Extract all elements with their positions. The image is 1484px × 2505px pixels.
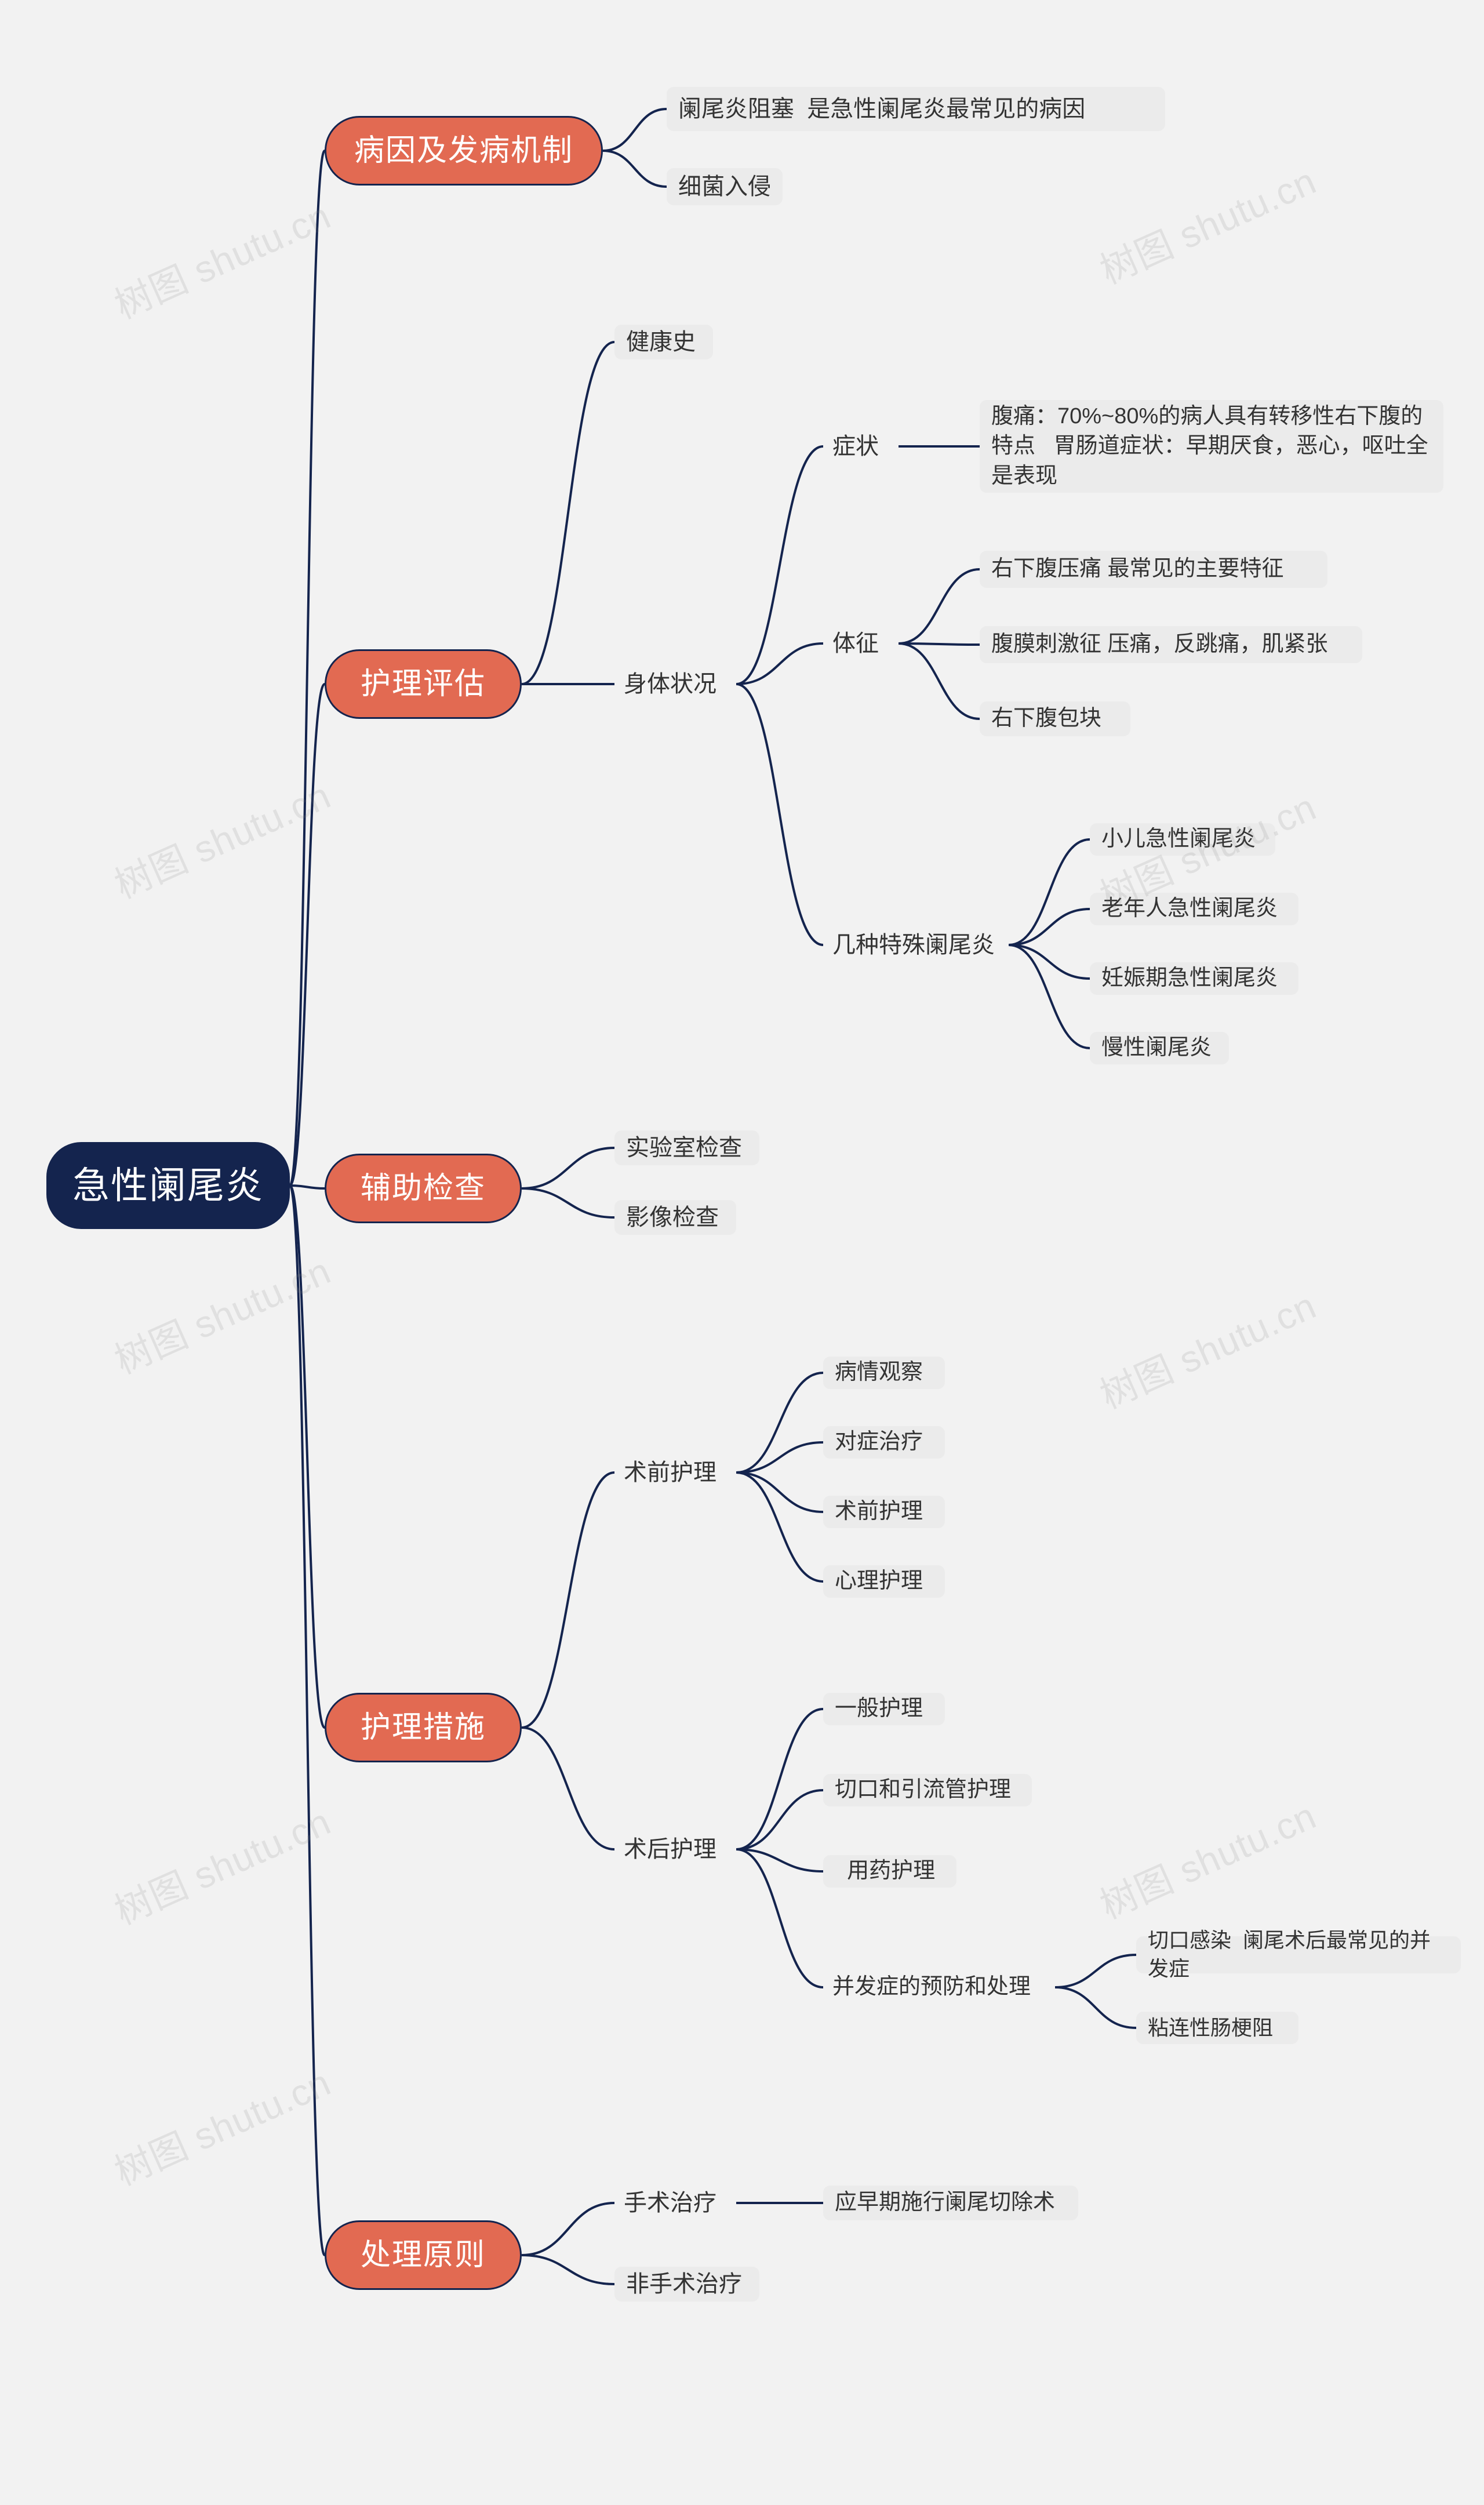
edge-b4b-b4b1 <box>736 1709 823 1849</box>
node-b1: 病因及发病机制 <box>325 116 603 186</box>
watermark: 树图 shutu.cn <box>105 2053 338 2196</box>
node-b2b3d: 慢性阑尾炎 <box>1090 1032 1229 1064</box>
node-b4a4: 心理护理 <box>823 1565 945 1598</box>
node-b4b2: 切口和引流管护理 <box>823 1774 1032 1806</box>
node-b1a: 阑尾炎阻塞 是急性阑尾炎最常见的病因 <box>667 87 1165 131</box>
edge-b1-b1a <box>603 109 667 151</box>
node-b2: 护理评估 <box>325 649 522 719</box>
node-b2b1a: 腹痛：70%~80%的病人具有转移性右下腹的特点 胃肠道症状：早期厌食，恶心，呕… <box>980 400 1443 493</box>
node-b2b3b: 老年人急性阑尾炎 <box>1090 893 1298 925</box>
node-b4b4a: 切口感染 阑尾术后最常见的并发症 <box>1136 1936 1461 1973</box>
node-b2a: 健康史 <box>614 325 713 359</box>
watermark: 树图 shutu.cn <box>1090 1277 1323 1419</box>
edge-b5-b5b <box>522 2255 614 2284</box>
node-root: 急性阑尾炎 <box>46 1142 290 1229</box>
node-b2b3a: 小儿急性阑尾炎 <box>1090 823 1275 856</box>
edge-b2b2-b2b2c <box>899 643 980 719</box>
node-b2b2a: 右下腹压痛 最常见的主要特征 <box>980 551 1327 588</box>
node-b2b3: 几种特殊阑尾炎 <box>823 928 1009 962</box>
watermark: 树图 shutu.cn <box>105 187 338 329</box>
edge-b2b-b2b1 <box>736 446 823 684</box>
edge-b4b4-b4b4a <box>1055 1955 1136 1987</box>
edge-b5-b5a <box>522 2203 614 2255</box>
edge-b3-b3a <box>522 1148 614 1188</box>
node-b2b2b: 腹膜刺激征 压痛，反跳痛，肌紧张 <box>980 626 1362 663</box>
watermark: 树图 shutu.cn <box>1090 152 1323 295</box>
node-b4b1: 一般护理 <box>823 1693 945 1725</box>
node-b3b: 影像检查 <box>614 1200 736 1235</box>
edge-root-b2 <box>290 684 325 1186</box>
node-b4a2: 对症治疗 <box>823 1426 945 1459</box>
watermark: 树图 shutu.cn <box>1090 1787 1323 1929</box>
edge-b2b-b2b3 <box>736 684 823 945</box>
node-b2b: 身体状况 <box>614 667 736 701</box>
node-b2b3c: 妊娠期急性阑尾炎 <box>1090 962 1298 995</box>
edge-b2b2-b2b2a <box>899 569 980 643</box>
edge-b4a-b4a4 <box>736 1473 823 1581</box>
node-b4b: 术后护理 <box>614 1832 736 1867</box>
mindmap-canvas: 急性阑尾炎 病因及发病机制 阑尾炎阻塞 是急性阑尾炎最常见的病因细菌入侵护理评估 健康… <box>0 0 1484 2505</box>
node-b3: 辅助检查 <box>325 1154 522 1223</box>
node-b1b: 细菌入侵 <box>667 168 783 205</box>
edge-b4-b4a <box>522 1473 614 1728</box>
node-b4b3: 用药护理 <box>823 1855 956 1888</box>
node-b2b2c: 右下腹包块 <box>980 701 1130 736</box>
watermark: 树图 shutu.cn <box>105 1242 338 1384</box>
node-b2b1: 症状 <box>823 429 899 464</box>
node-b5b: 非手术治疗 <box>614 2267 759 2302</box>
node-b4a: 术前护理 <box>614 1455 736 1490</box>
edge-b2b3-b2b3c <box>1009 945 1090 979</box>
edge-b4a-b4a2 <box>736 1442 823 1473</box>
edge-root-b4 <box>290 1186 325 1728</box>
edge-b1-b1b <box>603 151 667 187</box>
edge-b4b-b4b2 <box>736 1790 823 1849</box>
node-b3a: 实验室检查 <box>614 1130 759 1165</box>
edge-root-b3 <box>290 1186 325 1188</box>
edge-root-b5 <box>290 1186 325 2255</box>
edge-b4b4-b4b4b <box>1055 1987 1136 2028</box>
watermark: 树图 shutu.cn <box>105 766 338 909</box>
edge-b2b3-b2b3a <box>1009 839 1090 945</box>
node-b5a1: 应早期施行阑尾切除术 <box>823 2186 1078 2220</box>
edge-b2-b2a <box>522 342 614 684</box>
edge-root-b1 <box>290 151 325 1186</box>
edge-b4b-b4b3 <box>736 1849 823 1871</box>
edge-b2b2-b2b2b <box>899 643 980 645</box>
node-b4a1: 病情观察 <box>823 1357 945 1389</box>
edge-b4-b4b <box>522 1728 614 1849</box>
node-b4a3: 术前护理 <box>823 1496 945 1528</box>
node-b4b4: 并发症的预防和处理 <box>823 1971 1055 2004</box>
node-b4b4b: 粘连性肠梗阻 <box>1136 2012 1298 2044</box>
edge-b2b3-b2b3b <box>1009 909 1090 945</box>
edge-b2b-b2b2 <box>736 643 823 684</box>
edge-b4a-b4a1 <box>736 1373 823 1473</box>
node-b4: 护理措施 <box>325 1693 522 1762</box>
node-b5a: 手术治疗 <box>614 2186 736 2220</box>
node-b5: 处理原则 <box>325 2220 522 2290</box>
node-b2b2: 体征 <box>823 626 899 661</box>
edge-b2b3-b2b3d <box>1009 945 1090 1048</box>
edge-b4b-b4b4 <box>736 1849 823 1987</box>
edge-b4a-b4a3 <box>736 1473 823 1512</box>
edge-b3-b3b <box>522 1188 614 1217</box>
edge-layer <box>0 0 1484 2505</box>
watermark: 树图 shutu.cn <box>105 1793 338 1935</box>
